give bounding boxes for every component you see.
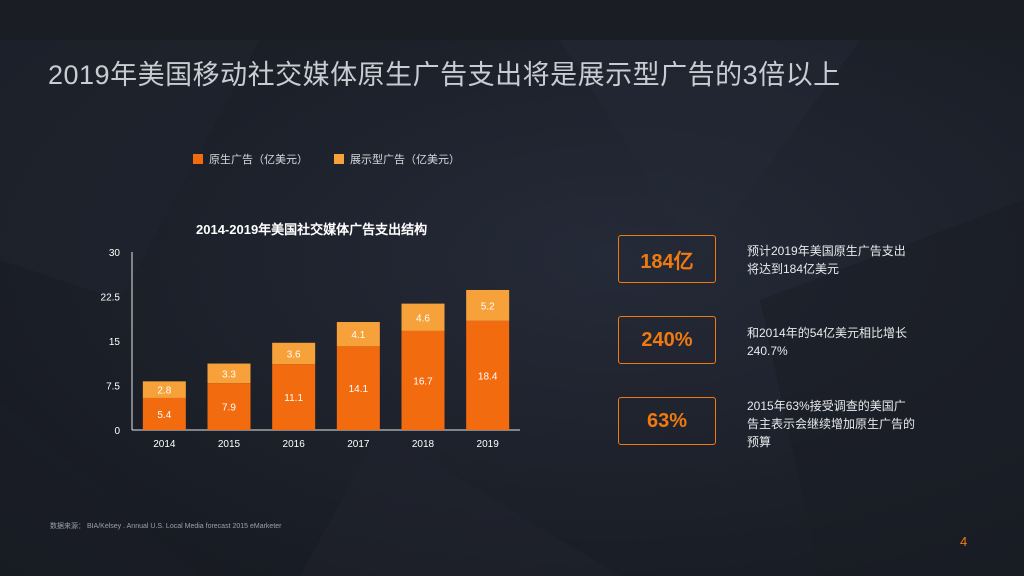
data-label-native: 16.7 bbox=[413, 376, 433, 387]
slide-title: 2019年美国移动社交媒体原生广告支出将是展示型广告的3倍以上 bbox=[48, 60, 841, 90]
bar-native bbox=[336, 346, 380, 430]
data-label-display: 4.6 bbox=[416, 313, 430, 324]
data-label-native: 7.9 bbox=[222, 403, 236, 414]
stat-desc-184: 预计2019年美国原生广告支出将达到184亿美元 bbox=[747, 244, 906, 276]
y-tick-label: 0 bbox=[114, 426, 120, 437]
stat-box-184: 184亿 bbox=[618, 235, 716, 283]
bar-display bbox=[401, 303, 445, 331]
y-tick-label: 30 bbox=[109, 248, 121, 259]
y-tick-label: 22.5 bbox=[101, 293, 121, 304]
bar-native bbox=[272, 364, 316, 430]
data-label-display: 2.8 bbox=[157, 386, 171, 397]
data-label-native: 11.1 bbox=[284, 393, 303, 404]
data-label-native: 14.1 bbox=[349, 384, 369, 395]
bar-native bbox=[142, 397, 186, 430]
source-note: 数据来源： BIA/Kelsey . Annual U.S. Local Med… bbox=[50, 523, 282, 530]
x-tick-label: 2017 bbox=[347, 439, 370, 450]
x-tick-label: 2014 bbox=[153, 439, 176, 450]
legend-item-display: 展示型广告（亿美元） bbox=[334, 151, 460, 167]
bar-display bbox=[142, 381, 186, 398]
stat-desc-240: 和2014年的54亿美元相比增长240.7% bbox=[747, 326, 908, 358]
x-tick-label: 2018 bbox=[412, 439, 435, 450]
bar-native bbox=[401, 330, 445, 430]
y-tick-label: 15 bbox=[109, 337, 121, 348]
x-tick-label: 2016 bbox=[283, 439, 306, 450]
data-label-native: 5.4 bbox=[157, 410, 171, 421]
page-number: 4 bbox=[960, 534, 968, 549]
bar-native bbox=[466, 320, 510, 430]
stat-box-63: 63% bbox=[618, 397, 716, 445]
bar-display bbox=[207, 363, 251, 384]
legend-item-native: 原生广告（亿美元） bbox=[193, 151, 308, 167]
chart-title: 2014-2019年美国社交媒体广告支出结构 bbox=[196, 222, 428, 237]
legend-label-native: 原生广告（亿美元） bbox=[209, 154, 308, 166]
x-tick-label: 2019 bbox=[477, 439, 500, 450]
legend-label-display: 展示型广告（亿美元） bbox=[350, 154, 460, 166]
data-label-display: 3.3 bbox=[222, 369, 236, 380]
stat-desc-63: 2015年63%接受调查的美国广告主表示会继续增加原生广告的预算 bbox=[747, 399, 916, 449]
bar-display bbox=[466, 289, 510, 321]
data-label-display: 4.1 bbox=[351, 330, 365, 341]
top-band bbox=[0, 0, 1024, 40]
data-label-display: 3.6 bbox=[287, 349, 301, 360]
legend-swatch-native bbox=[193, 154, 203, 164]
bar-native bbox=[207, 383, 251, 430]
stacked-bar-chart: 0 7.5 15 22.5 30 5.4 2.8 2014 7.9 3.3 2015 11.1 3.6 2… bbox=[101, 248, 520, 450]
data-label-native: 18.4 bbox=[478, 371, 498, 382]
y-tick-label: 7.5 bbox=[106, 382, 120, 393]
stat-box-240: 240% bbox=[618, 316, 716, 364]
data-label-display: 5.2 bbox=[481, 301, 495, 312]
bar-display bbox=[272, 342, 316, 365]
legend-swatch-display bbox=[334, 154, 344, 164]
chart-legend: 原生广告（亿美元） 展示型广告（亿美元） bbox=[193, 151, 486, 167]
bar-display bbox=[336, 322, 380, 347]
x-tick-label: 2015 bbox=[218, 439, 241, 450]
